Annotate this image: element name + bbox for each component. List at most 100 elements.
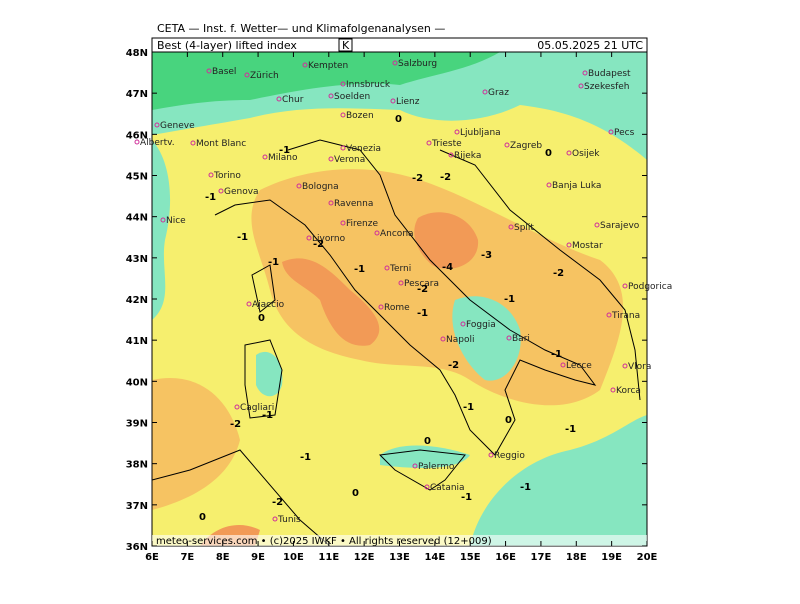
product-title: Best (4-layer) lifted index xyxy=(157,39,297,52)
contour-label: 0 xyxy=(505,415,512,426)
city-marker xyxy=(378,304,384,310)
city-label: Ancona xyxy=(380,229,414,239)
city-marker xyxy=(246,301,252,307)
region-teal xyxy=(152,140,171,320)
lat-label: 42N xyxy=(126,295,148,306)
lat-label: 44N xyxy=(126,213,148,224)
contour-label: -3 xyxy=(481,250,492,261)
city-label: Zagreb xyxy=(510,141,542,151)
city-marker xyxy=(610,387,616,393)
city-label: Tunis xyxy=(277,515,301,525)
unit: K xyxy=(342,39,350,52)
contour-label: -1 xyxy=(551,349,562,360)
lat-label: 36N xyxy=(126,542,148,553)
city-marker xyxy=(276,96,282,102)
city-label: Budapest xyxy=(588,69,631,79)
region-dark-orange xyxy=(414,212,479,269)
city-label: Salzburg xyxy=(398,59,437,69)
city-label: Bari xyxy=(512,334,530,344)
city-label: Sarajevo xyxy=(600,221,640,231)
city-label: Livorno xyxy=(312,234,346,244)
city-marker xyxy=(426,140,432,146)
lon-label: 11E xyxy=(318,552,339,563)
contour-label: 0 xyxy=(424,436,431,447)
contour-label: -1 xyxy=(354,264,365,275)
lon-label: 19E xyxy=(601,552,622,563)
city-marker xyxy=(206,68,212,74)
city-marker xyxy=(398,280,404,286)
city-marker xyxy=(578,83,584,89)
city-marker xyxy=(302,62,308,68)
city-label: Pecs xyxy=(614,128,635,138)
city-label: Vlora xyxy=(628,362,651,372)
city-marker xyxy=(622,283,628,289)
coastline xyxy=(244,339,283,419)
city-marker xyxy=(440,336,446,342)
city-marker xyxy=(504,142,510,148)
city-label: Korca xyxy=(616,386,641,396)
city-marker xyxy=(190,140,196,146)
contour-label: -2 xyxy=(553,268,564,279)
contour-label: -2 xyxy=(440,172,451,183)
city-marker xyxy=(460,321,466,327)
city-label: Basel xyxy=(212,67,236,77)
city-marker xyxy=(262,154,268,160)
city-marker xyxy=(424,484,430,490)
city-label: Bologna xyxy=(302,182,339,192)
city-marker xyxy=(454,129,460,135)
contour-label: -1 xyxy=(565,424,576,435)
lon-label: 13E xyxy=(389,552,410,563)
contour-label: -2 xyxy=(313,239,324,250)
contour-label: -1 xyxy=(417,308,428,319)
unit-box xyxy=(338,38,353,52)
coastline xyxy=(251,264,276,313)
lat-label: 38N xyxy=(126,460,148,471)
city-label: Banja Luka xyxy=(552,181,601,191)
city-label: Ljubljana xyxy=(460,128,501,138)
city-marker xyxy=(340,81,346,87)
city-marker xyxy=(374,230,380,236)
city-label: Milano xyxy=(268,153,298,163)
lon-label: 17E xyxy=(531,552,552,563)
city-marker xyxy=(296,183,302,189)
contour-label: -1 xyxy=(279,145,290,156)
city-label: Pescara xyxy=(404,279,439,289)
city-marker xyxy=(234,404,240,410)
city-marker xyxy=(328,156,334,162)
city-label: Innsbruck xyxy=(346,80,391,90)
city-marker xyxy=(328,93,334,99)
lon-label: 16E xyxy=(495,552,516,563)
city-marker xyxy=(508,224,514,230)
city-label: Mostar xyxy=(572,241,603,251)
lon-label: 6E xyxy=(145,552,159,563)
agency: CETA — Inst. f. Wetter— und Klimafolgena… xyxy=(157,22,445,35)
contour-label: -1 xyxy=(461,492,472,503)
contour-label: -1 xyxy=(504,294,515,305)
city-marker xyxy=(328,200,334,206)
city-label: Verona xyxy=(334,155,365,165)
city-marker xyxy=(566,242,572,248)
city-label: Reggio xyxy=(494,451,525,461)
city-label: Kempten xyxy=(308,61,348,71)
contour-label: -2 xyxy=(230,419,241,430)
lon-label: 10E xyxy=(283,552,304,563)
city-label: Terni xyxy=(389,264,411,274)
lon-label: 12E xyxy=(354,552,375,563)
contour-label: -2 xyxy=(412,173,423,184)
contour-label: -1 xyxy=(237,232,248,243)
lon-label: 8E xyxy=(216,552,230,563)
city-label: Bozen xyxy=(346,111,374,121)
field xyxy=(152,52,647,546)
city-marker xyxy=(506,335,512,341)
city-marker xyxy=(218,188,224,194)
contour-label: -1 xyxy=(300,452,311,463)
city-label: Venezia xyxy=(346,144,381,154)
lat-label: 39N xyxy=(126,419,148,430)
overlay: 48N 47N 46N 45N 44N 43N 42N 41N 40N 39N 38N 37N 36N6… xyxy=(126,48,673,563)
city-marker xyxy=(412,463,418,469)
region-orange xyxy=(152,378,240,510)
city-marker xyxy=(566,150,572,156)
city-label: Foggia xyxy=(466,320,496,330)
city-marker xyxy=(384,265,390,271)
